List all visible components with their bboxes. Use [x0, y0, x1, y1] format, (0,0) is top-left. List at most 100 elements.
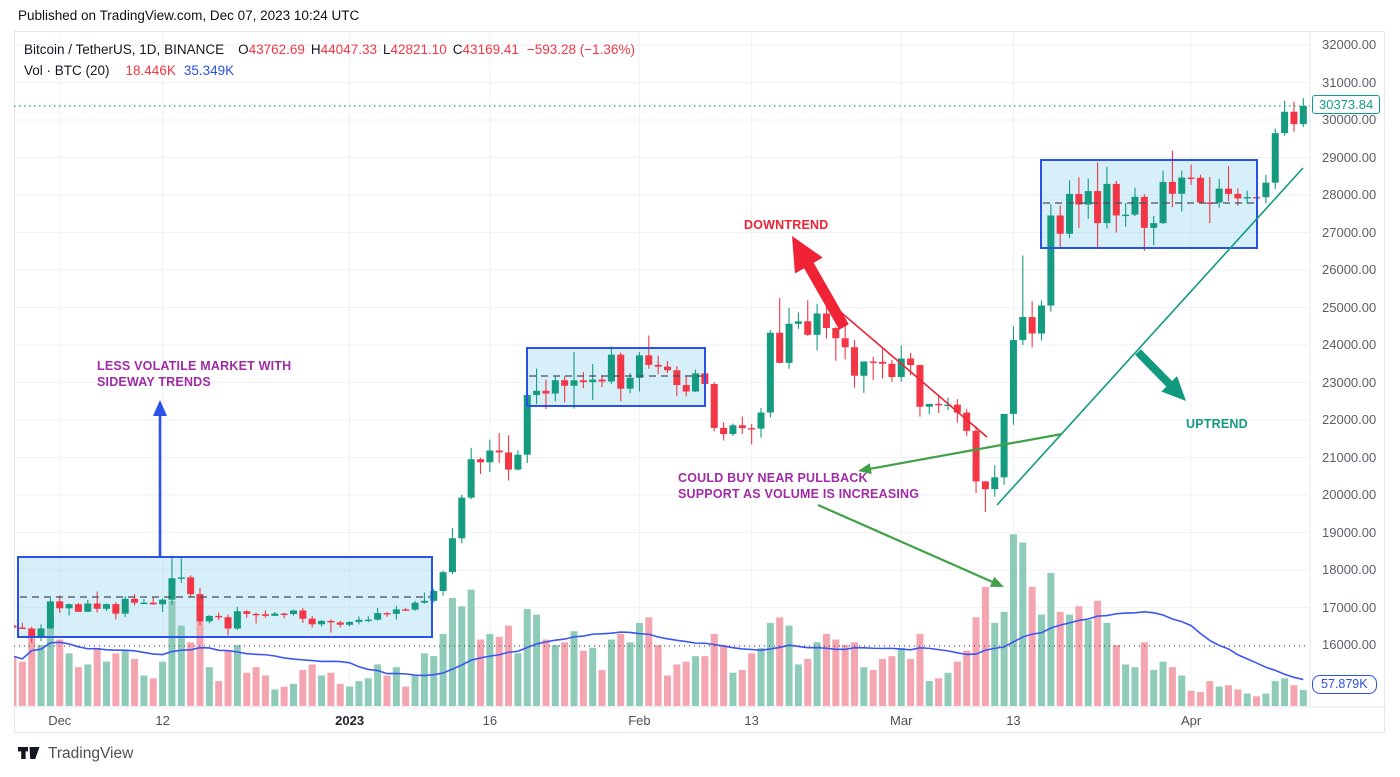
volume-bar	[56, 639, 64, 706]
volume-bar	[1140, 642, 1148, 706]
price-tick-label: 24000.00	[1322, 337, 1377, 352]
candle-body	[1009, 340, 1017, 414]
volume-bar	[607, 639, 615, 706]
volume-bar	[131, 658, 139, 706]
candle-body	[542, 390, 550, 394]
annotation-less-volatile[interactable]: LESS VOLATILE MARKET WITH SIDEWAY TRENDS	[97, 359, 292, 389]
volume-bar	[841, 645, 849, 706]
volume-indicator-title[interactable]: Vol · BTC (20)	[24, 63, 110, 78]
candle-body	[972, 430, 980, 482]
annotation-could-buy[interactable]: COULD BUY NEAR PULLBACK SUPPORT AS VOLUME…	[678, 471, 920, 501]
candle-body	[822, 313, 830, 329]
volume-bar	[570, 631, 578, 706]
volume-bar	[187, 642, 195, 706]
candle-body	[682, 385, 690, 392]
annotation-downtrend[interactable]: DOWNTREND	[744, 218, 829, 232]
highlight-box[interactable]	[1040, 159, 1258, 249]
candle-body	[635, 355, 643, 378]
legend-volume-row[interactable]: Vol · BTC (20) 18.446K 35.349K	[24, 63, 635, 78]
time-axis-label: 13	[744, 713, 759, 728]
candle-body	[851, 347, 858, 376]
volume-bar	[766, 622, 774, 706]
volume-bar	[551, 645, 559, 706]
time-axis-label: 2023	[335, 713, 365, 728]
candle-body	[935, 403, 943, 406]
volume-bar	[1047, 573, 1055, 706]
volume-bar	[243, 672, 251, 706]
green-arrow-head[interactable]	[989, 576, 1004, 587]
candle-body	[1056, 215, 1064, 234]
candle-body	[916, 365, 924, 407]
candle-body	[1131, 196, 1139, 215]
candle-body	[243, 611, 251, 614]
volume-bar	[233, 645, 241, 706]
price-tick-label: 19000.00	[1322, 524, 1377, 540]
volume-bar	[785, 625, 793, 706]
candle-body	[327, 620, 335, 623]
candle-body	[93, 603, 101, 609]
volume-bar	[944, 672, 952, 706]
legend-symbol-row[interactable]: Bitcoin / TetherUS, 1D, BINANCE O43762.69…	[24, 42, 635, 57]
price-tick-label: 23000.00	[1322, 374, 1377, 390]
volume-bar	[794, 664, 802, 706]
price-tick-label: 30000.00	[1322, 112, 1377, 127]
volume-bar	[93, 647, 101, 706]
price-tick-label: 31000.00	[1322, 74, 1377, 90]
price-tick-label: 17000.00	[1322, 599, 1377, 615]
highlight-box[interactable]	[526, 347, 706, 407]
green-arrow-head[interactable]	[858, 463, 872, 475]
teal-trend-line[interactable]	[996, 167, 1304, 506]
candle-body	[1122, 214, 1130, 217]
candle-body	[589, 379, 597, 383]
green-arrow-shaft[interactable]	[867, 432, 1063, 471]
time-axis-label: 12	[155, 713, 170, 728]
price-tick-label: 25000.00	[1322, 299, 1377, 315]
candle-body	[607, 354, 615, 382]
volume-bar	[860, 667, 868, 706]
volume-bar	[1112, 645, 1120, 706]
candle-body	[486, 450, 494, 463]
volume-bar	[1281, 678, 1289, 706]
volume-ma-line	[14, 611, 1304, 681]
price-tick-label: 16000.00	[1322, 637, 1377, 652]
candle-body	[925, 403, 933, 407]
tradingview-brand[interactable]: TradingView	[48, 745, 134, 762]
volume-bar	[280, 686, 288, 706]
red-thick-arrow[interactable]	[792, 236, 849, 330]
candle-body	[729, 425, 737, 435]
candle-body	[1187, 177, 1195, 179]
green-arrow-shaft[interactable]	[817, 503, 996, 584]
teal-thick-arrow[interactable]	[1135, 349, 1186, 401]
ohlc-key-L: L	[382, 42, 391, 57]
candle-body	[598, 379, 606, 382]
tradingview-logo-icon[interactable]	[18, 746, 41, 762]
volume-bar	[832, 639, 840, 706]
volume-bar	[523, 609, 531, 706]
time-axis-label: Mar	[890, 713, 913, 728]
symbol-title[interactable]: Bitcoin / TetherUS, 1D, BINANCE	[24, 42, 225, 57]
red-trend-line[interactable]	[829, 302, 988, 438]
volume-bar	[290, 683, 297, 706]
volume-bar	[626, 642, 634, 706]
candle-body	[907, 358, 915, 366]
volume-bar	[1000, 611, 1008, 706]
drawings[interactable]	[14, 105, 1310, 638]
volume-bar	[935, 678, 943, 706]
highlight-box[interactable]	[17, 556, 433, 638]
volume-bar	[18, 661, 26, 706]
volume-bar	[1178, 675, 1186, 706]
blue-arrow-head[interactable]	[153, 400, 167, 416]
volume-bar	[1084, 620, 1092, 706]
candle-body	[121, 598, 129, 614]
candle-body	[626, 377, 634, 389]
price-tick-label: 27000.00	[1322, 224, 1377, 240]
volume-bar	[1196, 692, 1204, 706]
volume-bar	[748, 653, 756, 706]
volume-bar	[196, 614, 204, 706]
volume-current-value: 18.446K	[125, 63, 176, 78]
candle-body	[953, 404, 961, 413]
candle-body	[1140, 196, 1148, 228]
annotation-uptrend[interactable]: UPTREND	[1186, 417, 1248, 431]
volume-bar	[645, 617, 653, 706]
volume-bar	[869, 669, 877, 706]
